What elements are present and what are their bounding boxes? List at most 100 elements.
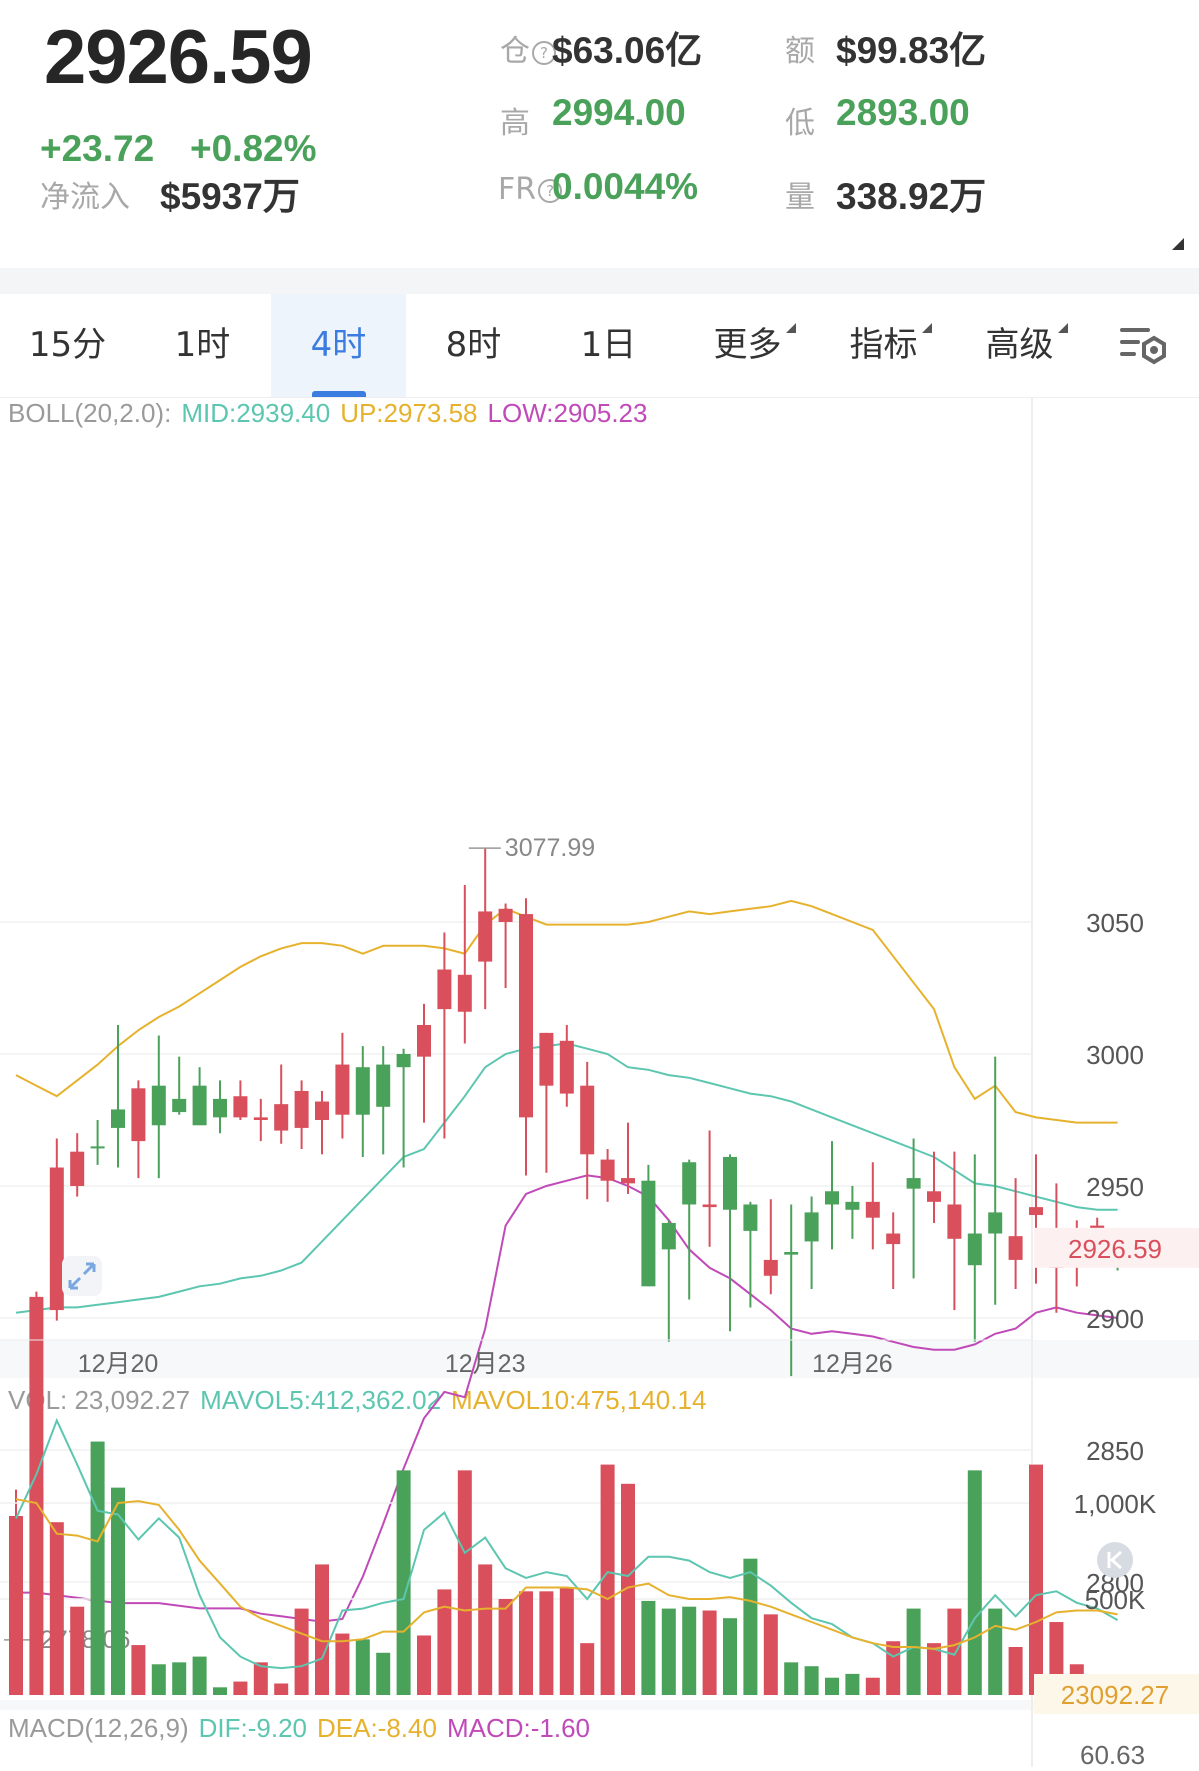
volume-bar [70, 1606, 85, 1695]
mavol5-value: MAVOL5:412,362.02 [200, 1385, 442, 1415]
mavol10-line [15, 1498, 1118, 1650]
candle [682, 1159, 697, 1300]
volume-bar [478, 1564, 493, 1695]
info-icon[interactable]: ? [532, 40, 556, 65]
candle-body [315, 1101, 329, 1120]
volume-bar [335, 1633, 350, 1695]
candle [723, 1154, 737, 1332]
volume-bar [9, 1595, 23, 1695]
scroll-to-start-icon[interactable] [1097, 1542, 1133, 1578]
candle [845, 1186, 860, 1239]
expand-icon[interactable] [62, 1256, 102, 1296]
candle [559, 1024, 574, 1107]
price-tick-label: 2900 [1086, 1304, 1144, 1334]
tab-advanced[interactable]: 高级 [952, 294, 1087, 397]
tab-15m[interactable]: 15分 [28, 325, 107, 365]
boll-low-value: LOW:2905.23 [487, 398, 648, 428]
candle-body [478, 911, 493, 962]
candle [376, 1046, 391, 1155]
candle-body [804, 1212, 819, 1242]
candle-body [519, 914, 533, 1118]
candle-body [457, 974, 472, 1012]
tab-4h[interactable]: 4时 [271, 294, 406, 397]
boll-up-value: UP:2973.58 [340, 398, 478, 428]
candle [804, 1196, 819, 1289]
candle [233, 1080, 248, 1120]
volume-bar [498, 1599, 513, 1695]
expand-header-triangle-icon[interactable] [1172, 238, 1184, 250]
chart-settings-icon[interactable] [1118, 324, 1170, 370]
active-tab-indicator [311, 391, 366, 397]
candle-body [682, 1162, 697, 1205]
macd-dea-value: DEA:-8.40 [317, 1713, 437, 1743]
date-tick-label: 12月26 [812, 1350, 893, 1378]
volume-bar [1029, 1464, 1043, 1695]
candle-body [437, 969, 452, 1010]
ticker-header: 2926.59 +23.72 +0.82% 净流入 $5937万 仓? $63.… [0, 0, 1199, 268]
dropdown-triangle-icon [785, 323, 796, 333]
current-price-label: 2926.59 [1068, 1234, 1162, 1264]
volume-bar [274, 1683, 289, 1695]
candle [927, 1151, 941, 1223]
candle [641, 1164, 656, 1287]
candle [519, 898, 533, 1176]
tab-8h[interactable]: 8时 [445, 325, 502, 365]
candle [294, 1080, 309, 1150]
volume-bar [315, 1564, 329, 1695]
interval-tab-bar: 15分 1时 4时 8时 1日 更多 指标 高级 [0, 294, 1199, 398]
price-change-percent: +0.82% [190, 128, 317, 169]
candle-body [947, 1204, 962, 1239]
current-price-tag [1034, 1227, 1199, 1268]
candle [111, 1024, 125, 1168]
volume-bar [519, 1591, 533, 1695]
macd-axis-tick: 60.63 [1080, 1740, 1146, 1770]
volume-bar [111, 1487, 125, 1695]
tab-indicators[interactable]: 指标 [816, 294, 951, 397]
tab-more[interactable]: 更多 [680, 294, 815, 397]
mavol10-value: MAVOL10:475,140.14 [451, 1385, 707, 1415]
candle-body [865, 1201, 880, 1218]
candle-body [641, 1180, 656, 1287]
candle-body [784, 1252, 799, 1255]
section-separator [0, 268, 1199, 294]
candle-body [927, 1191, 941, 1202]
volume-bar [723, 1618, 737, 1695]
tab-1d[interactable]: 1日 [580, 325, 637, 365]
price-grid [0, 921, 1032, 1583]
candle-body [600, 1159, 615, 1181]
tab-1h[interactable]: 1时 [174, 325, 231, 365]
volume-bar [1008, 1647, 1023, 1695]
volume-bar [539, 1591, 554, 1695]
candle [49, 1138, 64, 1321]
candle [539, 1032, 554, 1173]
volume-bar [29, 1487, 44, 1695]
price-tick-label: 2850 [1086, 1436, 1144, 1466]
current-volume-label: 23092.27 [1061, 1680, 1169, 1710]
candle-body [274, 1104, 289, 1131]
candle [478, 848, 493, 1010]
price-tick-label: 2950 [1086, 1172, 1144, 1202]
volume-bar [192, 1656, 207, 1695]
volume-bars [9, 1441, 1125, 1695]
candle [315, 1090, 329, 1155]
open-interest-label[interactable]: 仓? [500, 26, 556, 70]
candle [763, 1199, 778, 1295]
dropdown-triangle-icon [1057, 323, 1068, 333]
funding-rate-label[interactable]: FR? [498, 172, 563, 207]
candle [131, 1080, 146, 1179]
candle-body [70, 1151, 85, 1186]
date-tick-label: 12月23 [445, 1350, 526, 1378]
volume-bar [743, 1558, 758, 1695]
volume-bar [682, 1606, 697, 1695]
info-icon[interactable]: ? [538, 178, 563, 203]
candle [580, 1061, 595, 1200]
volume-bar [845, 1673, 860, 1695]
volume-bar [702, 1610, 717, 1695]
candle-body [90, 1146, 105, 1149]
volume-bar [825, 1677, 839, 1695]
volume-bar [417, 1635, 431, 1695]
date-tick-label: 12月20 [78, 1350, 159, 1378]
candle-body [151, 1085, 166, 1126]
candle [702, 1130, 717, 1247]
